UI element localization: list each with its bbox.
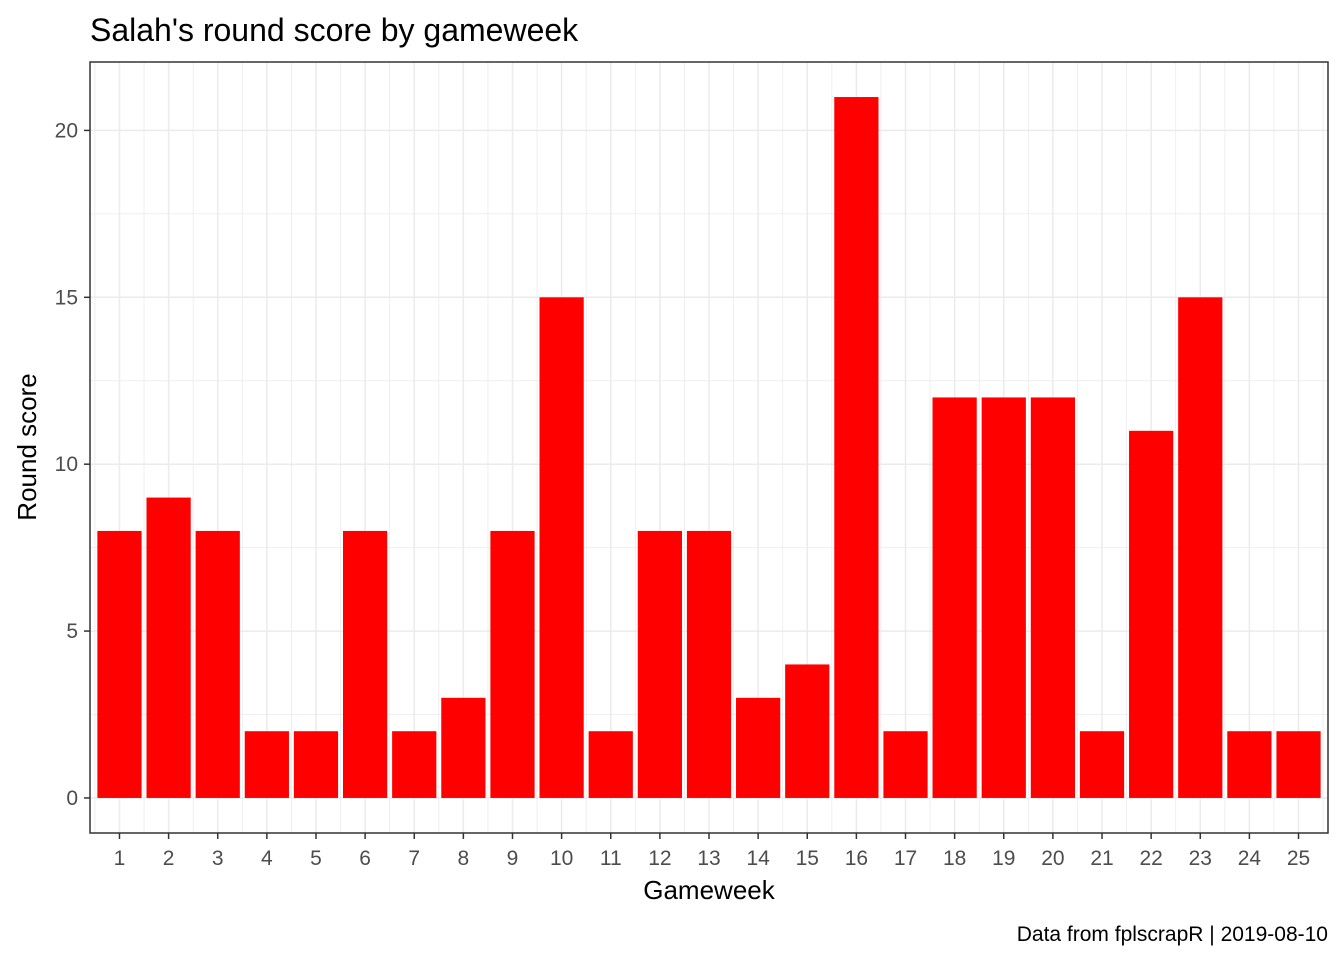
x-tick-label: 10 (550, 847, 573, 870)
bar (343, 530, 388, 798)
bar (1030, 397, 1075, 798)
x-tick-label: 20 (1041, 847, 1064, 870)
bar (146, 497, 191, 798)
bar (1129, 430, 1174, 798)
x-tick-label: 11 (600, 847, 622, 870)
bar (244, 731, 289, 798)
bars (97, 97, 1321, 798)
bar (392, 731, 437, 798)
bar (293, 731, 339, 798)
x-axis: 1 2 3 4 5 6 7 8 9 10 11 12 13 14 15 16 17 18 19 20 21 22 23 24 2… (114, 833, 1310, 870)
x-tick-label: 19 (992, 847, 1015, 870)
x-tick-label: 2 (163, 847, 175, 870)
bar (97, 530, 142, 798)
x-tick-label: 12 (648, 847, 671, 870)
x-tick-label: 25 (1287, 847, 1310, 870)
y-tick-label: 5 (66, 620, 78, 643)
x-tick-label: 1 (114, 847, 126, 870)
bar (195, 530, 240, 798)
bar (981, 397, 1026, 798)
x-tick-label: 22 (1139, 847, 1162, 870)
bar (1178, 297, 1223, 798)
bar (736, 697, 781, 798)
x-tick-label: 4 (261, 847, 273, 870)
bar (1276, 731, 1321, 798)
bar (588, 731, 633, 798)
x-tick-label: 15 (796, 847, 819, 870)
x-tick-label: 5 (310, 847, 322, 870)
x-tick-label: 24 (1238, 847, 1262, 870)
x-tick-label: 18 (943, 847, 966, 870)
x-tick-label: 21 (1090, 847, 1113, 870)
x-tick-label: 23 (1189, 847, 1212, 870)
bar (785, 664, 830, 798)
x-tick-label: 6 (359, 847, 371, 870)
chart-caption: Data from fplscrapR | 2019-08-10 (1017, 923, 1328, 946)
x-tick-label: 9 (507, 847, 519, 870)
y-tick-label: 15 (55, 286, 78, 309)
bar (834, 97, 879, 798)
x-tick-label: 14 (746, 847, 770, 870)
bar (539, 297, 584, 798)
y-tick-label: 0 (66, 787, 78, 810)
x-tick-label: 13 (697, 847, 720, 870)
chart-title: Salah's round score by gameweek (90, 12, 579, 48)
y-tick-label: 20 (55, 119, 78, 142)
y-axis-title: Round score (12, 373, 42, 520)
bar (490, 530, 535, 798)
bar (637, 530, 682, 798)
bar (932, 397, 977, 798)
x-tick-label: 16 (845, 847, 868, 870)
bar (1227, 731, 1272, 798)
y-axis: 0 5 10 15 20 (55, 119, 90, 810)
bar (441, 697, 486, 798)
bar (1079, 731, 1125, 798)
x-tick-label: 8 (458, 847, 470, 870)
x-tick-label: 3 (212, 847, 224, 870)
bar (686, 530, 732, 798)
x-axis-title: Gameweek (643, 875, 775, 905)
x-tick-label: 7 (408, 847, 420, 870)
y-tick-label: 10 (55, 453, 78, 476)
bar (883, 731, 928, 798)
x-tick-label: 17 (894, 847, 917, 870)
